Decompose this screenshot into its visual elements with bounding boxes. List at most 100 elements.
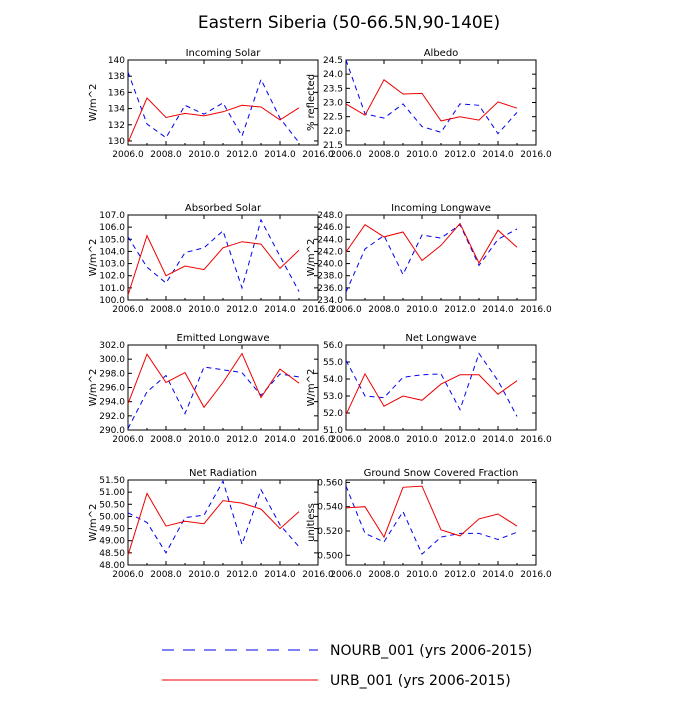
- panel-incoming-solar-xtick-label: 2012.0: [226, 150, 258, 160]
- panel-ground-snow-covered-fraction-series-urb-001: [345, 485, 518, 539]
- panel-ground-snow-covered-fraction-xtick-label: 2006.0: [330, 570, 362, 580]
- panel-ground-snow-covered-fraction-ylabel: unitless: [306, 503, 317, 542]
- panel-incoming-longwave-ytick-label: 242.0: [317, 247, 343, 257]
- panel-emitted-longwave: Emitted Longwave 2006.0 2008.0 2010.0 2012.0…: [88, 333, 334, 445]
- panel-absorbed-solar-xtick-label: 2016.0: [302, 305, 334, 315]
- panel-net-longwave-xtick-label: 2016.0: [520, 435, 552, 445]
- panel-emitted-longwave-xtick-label: 2014.0: [264, 435, 296, 445]
- panel-incoming-solar-xtick-label: 2006.0: [112, 150, 144, 160]
- panel-absorbed-solar-ytick-label: 100.0: [99, 296, 125, 306]
- panel-incoming-solar-ytick-label: 138: [108, 72, 125, 82]
- panel-net-radiation-xtick-label: 2010.0: [188, 570, 220, 580]
- panel-incoming-solar-xtick-label: 2014.0: [264, 150, 296, 160]
- panel-albedo-xtick-label: 2012.0: [444, 150, 476, 160]
- panel-incoming-solar-ytick-label: 134: [108, 105, 125, 115]
- panel-emitted-longwave-title: Emitted Longwave: [177, 333, 270, 344]
- panel-incoming-longwave-xtick-label: 2008.0: [368, 305, 400, 315]
- panel-net-longwave-xtick-label: 2006.0: [330, 435, 362, 445]
- panel-net-radiation-ylabel: W/m^2: [88, 504, 99, 542]
- panel-incoming-longwave-ytick-label: 238.0: [317, 272, 343, 282]
- panel-net-longwave-xtick-label: 2010.0: [406, 435, 438, 445]
- panel-albedo-xtick-label: 2006.0: [330, 150, 362, 160]
- panel-absorbed-solar-xtick-label: 2010.0: [188, 305, 220, 315]
- panel-incoming-longwave-ylabel: W/m^2: [306, 239, 317, 277]
- panel-net-longwave: Net Longwave 2006.0 2008.0 2010.0 2012.0 2014…: [306, 333, 552, 445]
- panel-incoming-longwave-xtick-label: 2010.0: [406, 305, 438, 315]
- panel-albedo-ytick-label: 24.0: [323, 70, 343, 80]
- panel-absorbed-solar-ytick-label: 104.0: [99, 247, 125, 257]
- panel-incoming-longwave-ytick-label: 236.0: [317, 284, 343, 294]
- panel-absorbed-solar-xtick-label: 2008.0: [150, 305, 182, 315]
- panel-absorbed-solar-xtick-label: 2006.0: [112, 305, 144, 315]
- panel-absorbed-solar-ylabel: W/m^2: [88, 239, 99, 277]
- panel-emitted-longwave-xtick-label: 2010.0: [188, 435, 220, 445]
- panel-net-longwave-title: Net Longwave: [405, 333, 476, 344]
- panel-emitted-longwave-ytick-label: 302.0: [99, 341, 125, 351]
- panel-net-longwave-xtick-label: 2012.0: [444, 435, 476, 445]
- panel-emitted-longwave-frame: [127, 344, 319, 431]
- panel-albedo-ytick-label: 21.5: [323, 141, 343, 151]
- panel-incoming-longwave-xtick-label: 2016.0: [520, 305, 552, 315]
- panel-net-longwave-ytick-label: 53.0: [323, 392, 343, 402]
- panel-incoming-longwave-xtick-label: 2012.0: [444, 305, 476, 315]
- panel-incoming-solar-ylabel: W/m^2: [88, 84, 99, 122]
- panel-absorbed-solar-ytick-label: 103.0: [99, 260, 125, 270]
- panel-albedo-xtick-label: 2010.0: [406, 150, 438, 160]
- panel-ground-snow-covered-fraction-xtick-label: 2016.0: [520, 570, 552, 580]
- panel-incoming-longwave-xtick-label: 2014.0: [482, 305, 514, 315]
- panel-net-radiation: Net Radiation 2006.0 2008.0 2010.0 2012.0 201…: [88, 468, 334, 580]
- panel-albedo-xtick-label: 2008.0: [368, 150, 400, 160]
- panel-emitted-longwave-ytick-label: 292.0: [99, 412, 125, 422]
- panel-net-longwave-ytick-label: 55.0: [323, 358, 343, 368]
- panel-incoming-solar-ytick-label: 130: [108, 137, 125, 147]
- panel-absorbed-solar-title: Absorbed Solar: [185, 203, 262, 214]
- panel-net-radiation-xtick-label: 2006.0: [112, 570, 144, 580]
- panel-emitted-longwave-ytick-label: 296.0: [99, 384, 125, 394]
- panel-emitted-longwave-ylabel: W/m^2: [88, 369, 99, 407]
- panel-emitted-longwave-ytick-label: 300.0: [99, 355, 125, 365]
- panel-incoming-solar-ytick-label: 136: [108, 88, 125, 98]
- panel-absorbed-solar-ytick-label: 106.0: [99, 223, 125, 233]
- panel-net-radiation-ytick-label: 51.50: [99, 476, 125, 486]
- panel-incoming-solar-frame: [127, 59, 319, 146]
- panel-net-radiation-xtick-label: 2008.0: [150, 570, 182, 580]
- panel-emitted-longwave-xtick-label: 2006.0: [112, 435, 144, 445]
- panel-absorbed-solar-frame: [127, 214, 319, 301]
- panel-net-radiation-xtick-label: 2014.0: [264, 570, 296, 580]
- panel-emitted-longwave-ytick-label: 294.0: [99, 398, 125, 408]
- panel-net-radiation-frame: [127, 479, 319, 566]
- panel-ground-snow-covered-fraction-ytick-label: 0.520: [317, 527, 343, 537]
- panel-absorbed-solar-ytick-label: 101.0: [99, 284, 125, 294]
- panel-net-radiation-ytick-label: 50.00: [99, 512, 125, 522]
- panel-net-radiation-series-urb-001: [127, 492, 300, 556]
- panel-incoming-longwave-ytick-label: 248.0: [317, 211, 343, 221]
- panel-net-radiation-ytick-label: 48.00: [99, 561, 125, 571]
- panel-net-longwave-ytick-label: 56.0: [323, 341, 343, 351]
- panel-absorbed-solar-series-urb-001: [127, 234, 300, 296]
- panel-incoming-longwave-ytick-label: 240.0: [317, 260, 343, 270]
- panel-net-longwave-ytick-label: 54.0: [323, 375, 343, 385]
- panel-ground-snow-covered-fraction-xtick-label: 2012.0: [444, 570, 476, 580]
- panel-ground-snow-covered-fraction: Ground Snow Covered Fraction 2006.0 2008.0…: [306, 468, 552, 580]
- panel-incoming-longwave-xtick-label: 2006.0: [330, 305, 362, 315]
- panel-incoming-solar-series-nourb-001: [127, 71, 300, 143]
- panel-emitted-longwave-series-urb-001: [127, 352, 300, 409]
- panel-ground-snow-covered-fraction-xtick-label: 2014.0: [482, 570, 514, 580]
- panel-net-longwave-series-urb-001: [345, 372, 518, 415]
- panel-net-radiation-xtick-label: 2016.0: [302, 570, 334, 580]
- panel-emitted-longwave-series-nourb-001: [127, 366, 300, 429]
- panel-albedo-ytick-label: 22.0: [323, 127, 343, 137]
- panel-net-radiation-ytick-label: 48.50: [99, 549, 125, 559]
- panel-emitted-longwave-xtick-label: 2008.0: [150, 435, 182, 445]
- panel-emitted-longwave-xtick-label: 2012.0: [226, 435, 258, 445]
- panel-albedo-ytick-label: 24.5: [323, 56, 343, 66]
- panel-net-radiation-ytick-label: 49.00: [99, 537, 125, 547]
- panel-net-longwave-series-nourb-001: [345, 352, 518, 417]
- panel-emitted-longwave-ytick-label: 298.0: [99, 369, 125, 379]
- legend-label-urb: URB_001 (yrs 2006-2015): [330, 673, 511, 689]
- panel-incoming-solar-xtick-label: 2008.0: [150, 150, 182, 160]
- panel-incoming-longwave-ytick-label: 244.0: [317, 235, 343, 245]
- panel-net-longwave-xtick-label: 2014.0: [482, 435, 514, 445]
